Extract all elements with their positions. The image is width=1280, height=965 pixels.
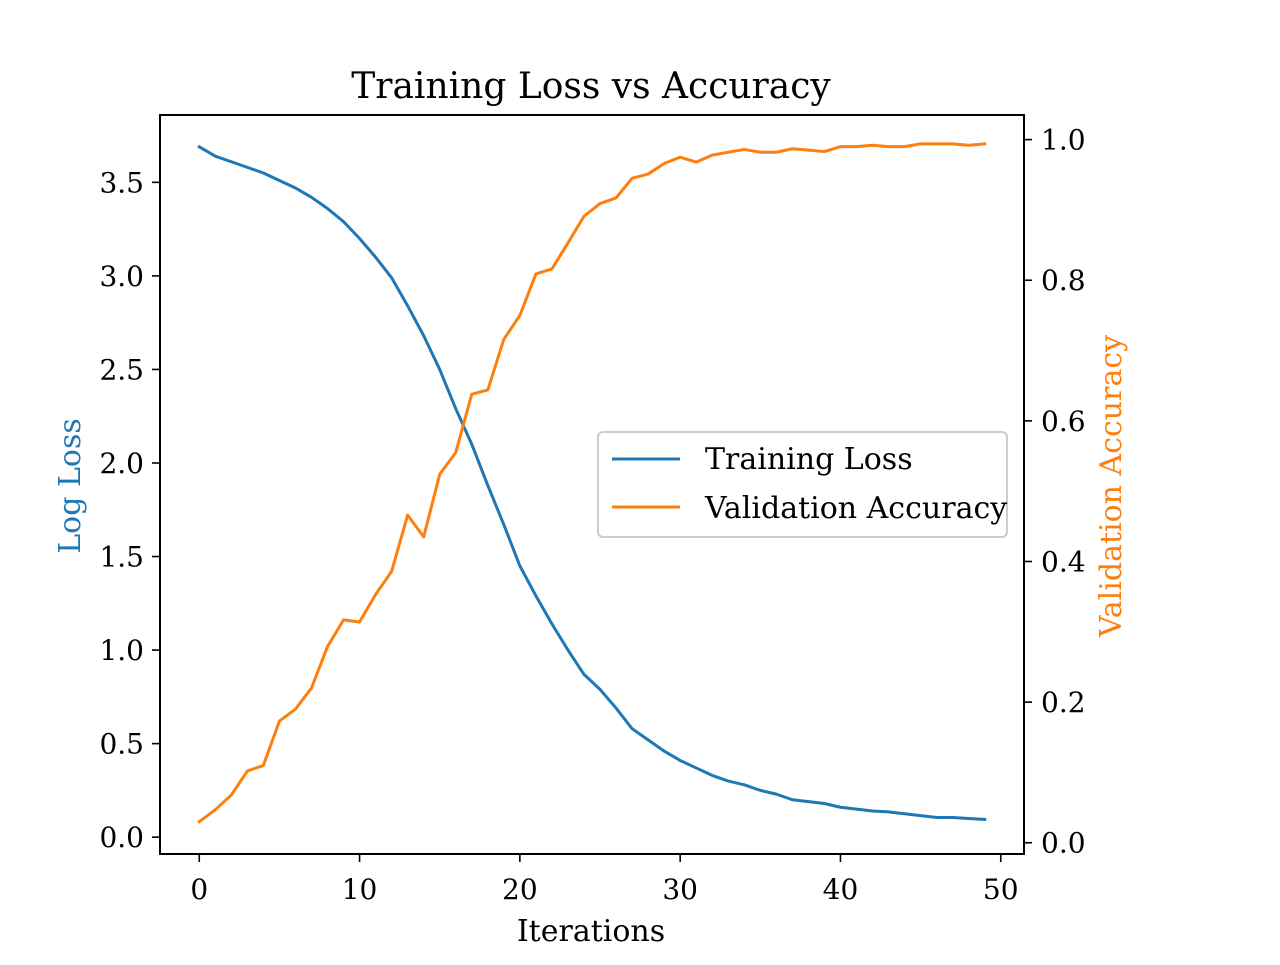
series-line-training-loss xyxy=(197,144,987,821)
legend: Training Loss Validation Accuracy xyxy=(597,431,1008,538)
y-right-tick-label: 0.6 xyxy=(1041,405,1086,438)
y-left-tick-label: 2.0 xyxy=(99,447,144,480)
x-tick-label: 30 xyxy=(662,873,698,906)
y-left-tick-label: 1.0 xyxy=(99,634,144,667)
y-axis-left-ticks: 0.0 0.5 1.0 1.5 2.0 2.5 3.0 3.5 xyxy=(99,166,160,854)
y-right-tick-label: 0.2 xyxy=(1041,686,1086,719)
series-line-validation-accuracy xyxy=(197,142,987,824)
x-tick-label: 0 xyxy=(190,873,208,906)
y-axis-left-title: Log Loss xyxy=(53,418,88,554)
legend-box xyxy=(597,431,1008,538)
y-right-tick-label: 0.4 xyxy=(1041,545,1086,578)
y-right-tick-label: 0.0 xyxy=(1041,827,1086,860)
y-axis-right-ticks: 0.0 0.2 0.4 0.6 0.8 1.0 xyxy=(1024,124,1086,860)
y-left-tick-label: 0.5 xyxy=(99,728,144,761)
chart-title: Training Loss vs Accuracy xyxy=(351,66,831,107)
y-left-tick-label: 3.0 xyxy=(99,260,144,293)
y-right-tick-label: 1.0 xyxy=(1041,124,1086,157)
y-axis-right-title: Validation Accuracy xyxy=(1094,335,1129,638)
y-left-tick-label: 0.0 xyxy=(99,821,144,854)
x-tick-label: 40 xyxy=(823,873,859,906)
x-axis-title: Iterations xyxy=(517,914,665,949)
legend-label-validation-accuracy: Validation Accuracy xyxy=(704,491,1007,526)
x-tick-label: 20 xyxy=(502,873,538,906)
y-left-tick-label: 2.5 xyxy=(99,353,144,386)
x-tick-label: 10 xyxy=(342,873,378,906)
x-axis-ticks: 0 10 20 30 40 50 xyxy=(190,854,1019,906)
legend-label-training-loss: Training Loss xyxy=(705,442,913,477)
y-right-tick-label: 0.8 xyxy=(1041,264,1086,297)
y-left-tick-label: 1.5 xyxy=(99,541,144,574)
series-layer xyxy=(197,142,987,824)
plot-area-frame xyxy=(159,114,1025,855)
x-tick-label: 50 xyxy=(983,873,1019,906)
y-left-tick-label: 3.5 xyxy=(99,166,144,199)
